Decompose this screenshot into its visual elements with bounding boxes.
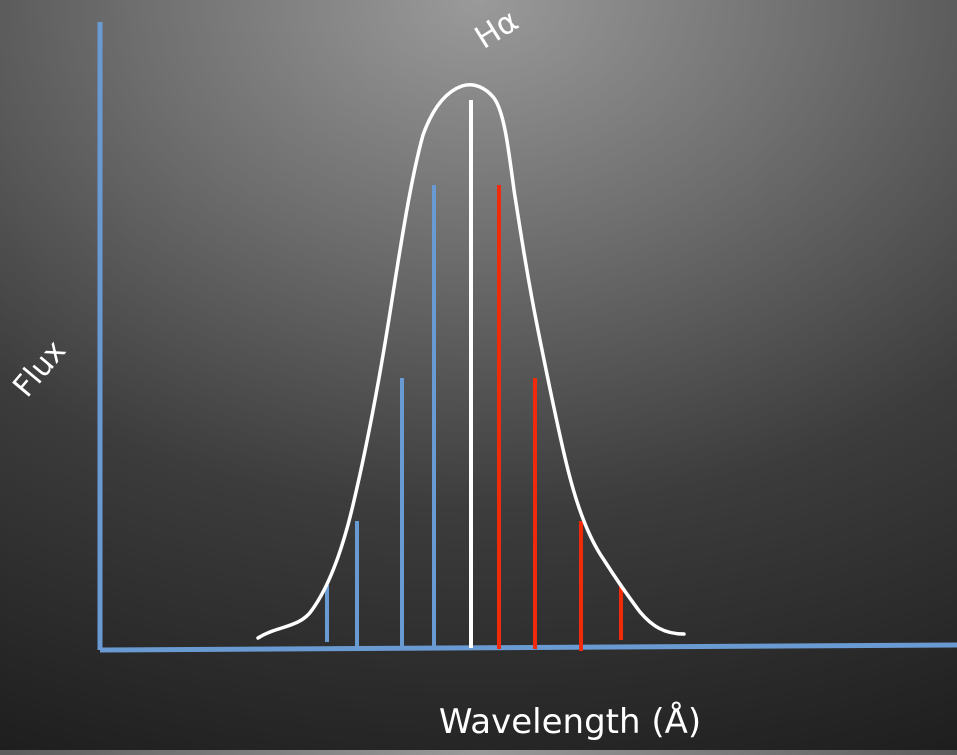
emission-line-profile <box>256 83 686 640</box>
h-alpha-label: Hα <box>469 3 525 57</box>
x-axis <box>99 642 957 653</box>
x-axis-label: Wavelength (Å) <box>439 701 701 742</box>
y-axis-label: Flux <box>6 334 73 404</box>
